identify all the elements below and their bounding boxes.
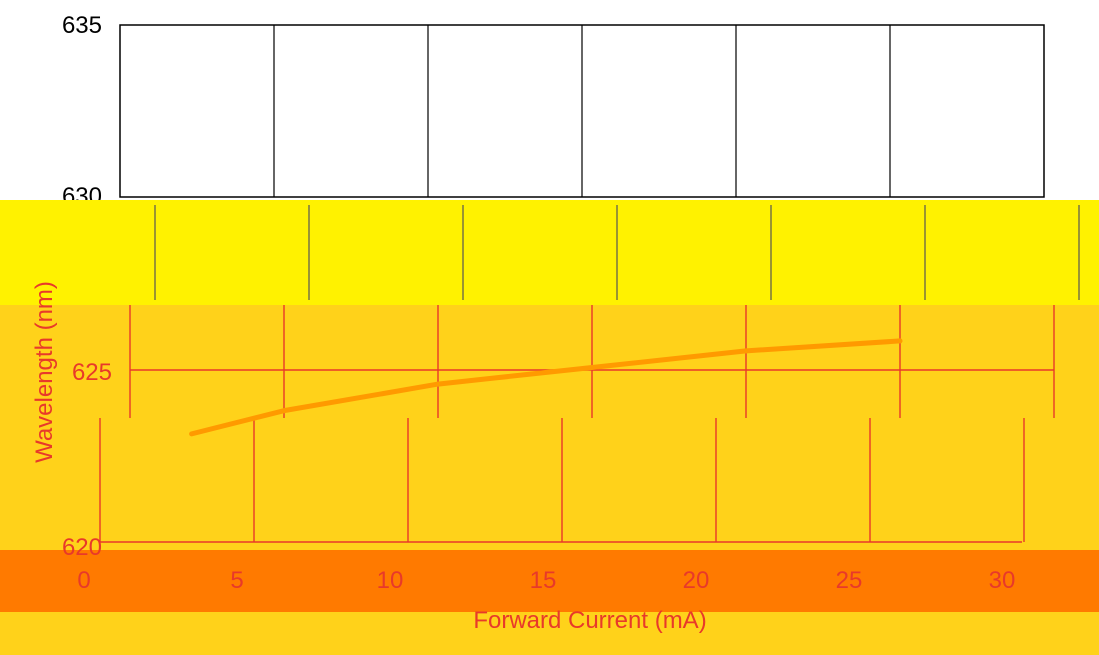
y-axis-label: Wavelength (nm) [31, 281, 58, 463]
x-tick-label: 20 [683, 567, 710, 594]
top-grid [273, 25, 891, 197]
series-point [744, 348, 748, 353]
top-y-tick-label-0: 635 [62, 12, 102, 39]
x-tick-label: 25 [836, 567, 863, 594]
series-point [282, 408, 286, 413]
band-footer [0, 612, 1099, 655]
x-tick-labels: 0 5 10 15 20 25 30 [77, 567, 1015, 594]
bottom-y-tick-label-0: 625 [72, 359, 112, 386]
top-panel-background [0, 0, 1099, 200]
bottom-grid [99, 205, 1080, 543]
series-point [898, 338, 902, 343]
series-point [590, 365, 594, 370]
x-tick-label: 30 [989, 567, 1016, 594]
series-point [189, 431, 194, 436]
band-orange [0, 550, 1099, 612]
x-tick-label: 0 [77, 567, 90, 594]
series-line [189, 338, 903, 437]
band-gold [0, 305, 1099, 550]
x-tick-label: 5 [230, 567, 243, 594]
band-yellow [0, 200, 1099, 305]
x-axis-label: Forward Current (mA) [473, 607, 706, 634]
x-tick-label: 15 [530, 567, 557, 594]
series-point [436, 382, 440, 387]
series-layer [189, 338, 903, 437]
bottom-y-tick-label-1: 620 [62, 534, 102, 561]
x-tick-label: 10 [377, 567, 404, 594]
